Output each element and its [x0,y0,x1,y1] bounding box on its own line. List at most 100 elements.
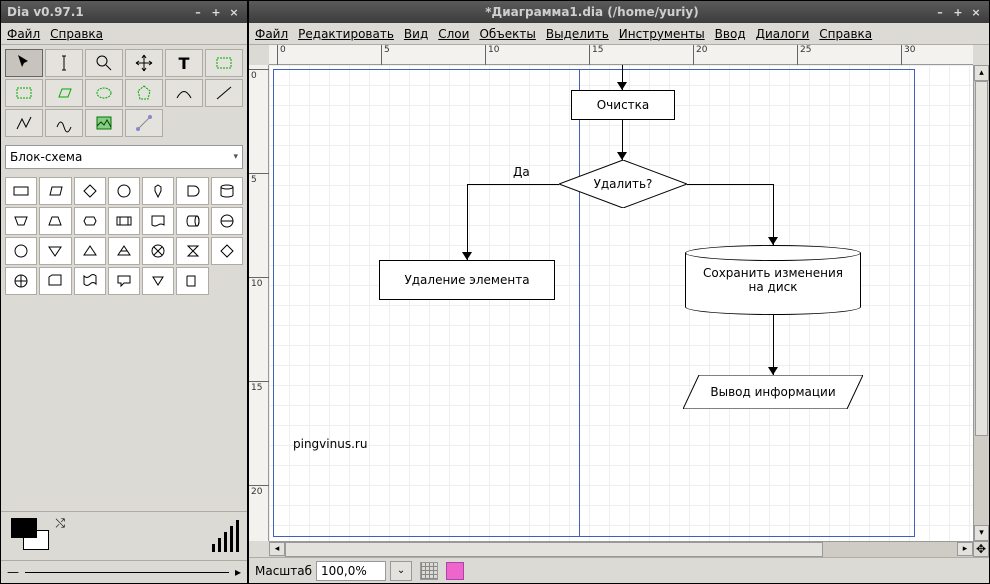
shape-cylinder-top[interactable] [211,177,243,205]
diagram-menubar: Файл Редактировать Вид Слои Объекты Выде… [249,23,989,45]
line-segment[interactable] [25,572,229,573]
shape-pentagon[interactable] [142,177,174,205]
shape-cyl-side[interactable] [176,207,208,235]
shape-callout[interactable] [108,267,140,295]
toolbox-menubar: Файл Справка [1,23,247,45]
tool-image[interactable] [85,109,123,137]
menu-file[interactable]: Файл [7,27,40,41]
shape-trap-up[interactable] [39,207,71,235]
maximize-button[interactable]: + [951,5,965,19]
line-width-sample[interactable] [212,520,239,552]
close-button[interactable]: × [969,5,983,19]
shape-parallelogram[interactable] [39,177,71,205]
tool-polygon[interactable] [125,79,163,107]
diagram-title: *Диаграмма1.dia (/home/yuriy) [255,5,929,19]
zoom-input[interactable]: 100,0% [316,561,386,581]
fg-bg-swatches[interactable]: ⤭ [9,518,55,554]
menu-input[interactable]: Ввод [715,27,746,41]
swap-colors-icon[interactable]: ⤭ [55,516,65,531]
menu-edit[interactable]: Редактировать [298,27,394,41]
tool-box[interactable] [205,49,243,77]
menu-help[interactable]: Справка [50,27,103,41]
node-parallelogram[interactable]: Вывод информации [683,375,863,409]
shape-hex[interactable] [74,207,106,235]
fg-swatch[interactable] [11,518,37,538]
tool-text-cursor[interactable] [45,49,83,77]
nav-corner-icon[interactable]: ✥ [973,541,989,557]
shape-rect[interactable] [5,177,37,205]
minimize-button[interactable]: – [933,5,947,19]
menu-layers[interactable]: Слои [438,27,469,41]
shape-triX[interactable] [108,237,140,265]
menu-help[interactable]: Справка [819,27,872,41]
tool-zoom[interactable] [85,49,123,77]
horizontal-ruler: 0 5 10 15 20 25 30 [269,45,973,65]
shape-card[interactable] [39,267,71,295]
shape-tri-up[interactable] [74,237,106,265]
snap-toggle-icon[interactable] [446,562,464,580]
shape-circleX[interactable] [142,237,174,265]
tool-text[interactable]: T [165,49,203,77]
node-cylinder[interactable]: Сохранить изменения на диск [685,245,861,315]
zoom-dropdown-button[interactable]: ⌄ [390,561,412,581]
scroll-up-button[interactable]: ▴ [974,65,989,81]
shape-tri-down[interactable] [39,237,71,265]
edge-label: Да [513,165,530,179]
tool-box2[interactable] [5,79,43,107]
menu-select[interactable]: Выделить [546,27,609,41]
minimize-button[interactable]: – [191,5,205,19]
scroll-down-button[interactable]: ▾ [974,525,989,541]
shape-ring[interactable] [211,207,243,235]
tool-polyline[interactable] [45,109,83,137]
tool-pointer[interactable] [5,49,43,77]
scroll-left-button[interactable]: ◂ [269,542,285,556]
shape-flag[interactable] [74,267,106,295]
menu-view[interactable]: Вид [404,27,428,41]
menu-tools[interactable]: Инструменты [619,27,705,41]
maximize-button[interactable]: + [209,5,223,19]
scroll-right-button[interactable]: ▸ [957,542,973,556]
menu-dialogs[interactable]: Диалоги [756,27,810,41]
tool-connector[interactable] [125,109,163,137]
shape-hourglass[interactable] [176,237,208,265]
toolbox-title: Dia v0.97.1 [7,5,84,19]
grid-toggle-icon[interactable] [420,562,438,580]
horizontal-scrollbar[interactable]: ◂ ▸ [269,541,973,557]
close-button[interactable]: × [227,5,241,19]
toolbox-titlebar[interactable]: Dia v0.97.1 – + × [1,1,247,23]
shape-bracket[interactable] [176,267,208,295]
shape-circle-plus[interactable] [5,267,37,295]
tool-parallelogram[interactable] [45,79,83,107]
color-swatch-row: ⤭ [1,511,247,560]
watermark: pingvinus.ru [293,437,367,451]
shape-doc[interactable] [142,207,174,235]
chevron-down-icon: ▾ [233,152,238,162]
shape-double-rect[interactable] [108,207,140,235]
shape-d[interactable] [176,177,208,205]
node-rect[interactable]: Удаление элемента [379,260,555,300]
shape-diamond[interactable] [74,177,106,205]
tool-arc[interactable] [165,79,203,107]
shape-diamond2[interactable] [211,237,243,265]
shapeset-combo[interactable]: Блок-схема ▾ [5,145,243,169]
tool-zigzag[interactable] [5,109,43,137]
line-end-arrow[interactable]: ▸ [235,565,241,579]
shape-trap-down[interactable] [5,207,37,235]
shape-palette [1,173,247,299]
node-diamond[interactable]: Удалить? [559,160,687,208]
menu-objects[interactable]: Объекты [479,27,535,41]
tool-move[interactable] [125,49,163,77]
tool-line[interactable] [205,79,243,107]
node-rect[interactable]: Очистка [571,90,675,120]
diagram-titlebar[interactable]: *Диаграмма1.dia (/home/yuriy) – + × [249,1,989,23]
arrowhead-icon [617,82,627,90]
shape-tri-small[interactable] [142,267,174,295]
line-start-arrow[interactable]: — [7,565,19,579]
toolbox-window: Dia v0.97.1 – + × Файл Справка T Блок-сх… [0,0,248,584]
shape-circle[interactable] [108,177,140,205]
menu-file[interactable]: Файл [255,27,288,41]
vertical-scrollbar[interactable]: ▴ ▾ [973,65,989,541]
shape-ellipse-dot[interactable] [5,237,37,265]
diagram-canvas[interactable]: Да Очистка Удалить? Удаление элемента [269,65,973,541]
tool-ellipse-dashed[interactable] [85,79,123,107]
